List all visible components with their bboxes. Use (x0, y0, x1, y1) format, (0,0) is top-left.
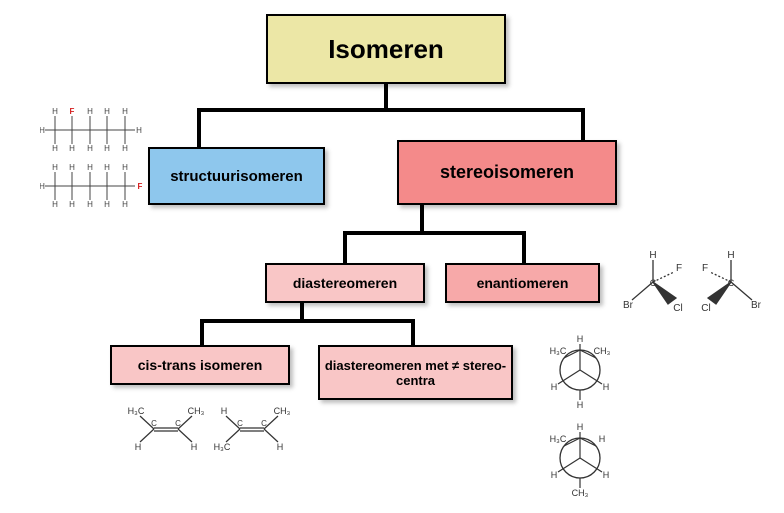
svg-text:H: H (277, 442, 284, 452)
node-diastereomeren: diastereomeren (265, 263, 425, 303)
svg-text:H: H (52, 200, 58, 209)
svg-text:H: H (577, 334, 584, 344)
svg-text:H₃C: H₃C (550, 434, 567, 444)
svg-text:H: H (69, 144, 75, 153)
svg-text:C: C (175, 419, 181, 428)
svg-text:H: H (122, 107, 128, 116)
svg-text:C: C (151, 419, 157, 428)
molecule-trans-butene: H CH₃ H₃C H C C (212, 398, 292, 460)
svg-text:H₃C: H₃C (214, 442, 231, 452)
molecule-fluoropentane-2: HHHHH HHHHH HF (40, 162, 145, 212)
svg-text:CH₃: CH₃ (274, 406, 291, 416)
node-root: Isomeren (266, 14, 506, 84)
node-structuurisomeren: structuurisomeren (148, 147, 325, 205)
svg-text:H: H (649, 250, 656, 261)
svg-text:Br: Br (751, 300, 762, 311)
svg-text:H: H (40, 126, 45, 135)
svg-text:H: H (122, 200, 128, 209)
edge (411, 319, 415, 347)
node-diastereomeren-centra: diastereomeren met ≠ stereo-centra (318, 345, 513, 400)
svg-text:F: F (676, 263, 682, 274)
node-label: diastereomeren (293, 275, 397, 291)
edge (343, 231, 526, 235)
svg-text:C: C (261, 419, 267, 428)
svg-text:H₃C: H₃C (128, 406, 145, 416)
edge (522, 231, 526, 265)
molecule-newman-2: H₃C H H H H CH₃ (538, 418, 623, 500)
svg-text:H: H (40, 182, 45, 191)
svg-text:H: H (191, 442, 198, 452)
svg-text:H: H (104, 107, 110, 116)
node-enantiomeren: enantiomeren (445, 263, 600, 303)
svg-text:H: H (87, 200, 93, 209)
edge (581, 108, 585, 142)
node-stereoisomeren: stereoisomeren (397, 140, 617, 205)
svg-text:H: H (551, 382, 558, 392)
svg-text:CH₃: CH₃ (572, 488, 589, 498)
svg-text:H: H (577, 400, 584, 410)
edge (197, 108, 201, 149)
svg-text:H: H (104, 144, 110, 153)
svg-text:H: H (136, 126, 142, 135)
svg-text:H: H (104, 200, 110, 209)
svg-text:H: H (221, 406, 228, 416)
molecule-enantiomer-left: H Br Cl F C (618, 248, 688, 328)
svg-text:H: H (551, 470, 558, 480)
svg-text:H: H (122, 163, 128, 172)
svg-text:H: H (577, 422, 584, 432)
svg-text:H: H (87, 144, 93, 153)
node-label: Isomeren (328, 34, 444, 65)
svg-text:H: H (727, 250, 734, 261)
svg-text:C: C (650, 278, 657, 288)
svg-text:CH₃: CH₃ (188, 406, 205, 416)
svg-text:F: F (702, 263, 708, 274)
node-cistrans: cis-trans isomeren (110, 345, 290, 385)
svg-text:Br: Br (623, 300, 634, 311)
svg-text:H: H (122, 144, 128, 153)
svg-text:H: H (603, 382, 610, 392)
node-label: stereoisomeren (440, 162, 574, 183)
edge (197, 108, 585, 112)
svg-text:H₃C: H₃C (550, 346, 567, 356)
molecule-newman-1: H₃C CH₃ H H H H (538, 330, 623, 412)
edge (200, 319, 415, 323)
molecule-fluoropentane-1: HFHHH HHHHH HH (40, 106, 145, 156)
svg-text:CH₃: CH₃ (594, 346, 611, 356)
svg-text:H: H (603, 470, 610, 480)
svg-text:H: H (52, 144, 58, 153)
svg-text:H: H (52, 163, 58, 172)
svg-text:H: H (69, 200, 75, 209)
svg-text:H: H (104, 163, 110, 172)
edge (343, 231, 347, 265)
molecule-cis-butene: H₃C CH₃ H H C C (126, 398, 206, 460)
svg-text:C: C (237, 419, 243, 428)
node-label: structuurisomeren (170, 168, 303, 185)
node-label: enantiomeren (477, 275, 569, 291)
svg-text:Cl: Cl (673, 303, 682, 314)
svg-text:Cl: Cl (701, 303, 710, 314)
svg-text:F: F (70, 107, 75, 116)
svg-text:H: H (599, 434, 606, 444)
svg-text:F: F (138, 182, 143, 191)
svg-text:H: H (87, 163, 93, 172)
svg-text:H: H (135, 442, 142, 452)
svg-text:C: C (728, 278, 735, 288)
molecule-enantiomer-right: H Br Cl F C (696, 248, 766, 328)
svg-text:H: H (69, 163, 75, 172)
svg-text:H: H (87, 107, 93, 116)
svg-text:H: H (52, 107, 58, 116)
node-label: diastereomeren met ≠ stereo-centra (324, 358, 507, 388)
node-label: cis-trans isomeren (138, 357, 263, 373)
edge (200, 319, 204, 347)
